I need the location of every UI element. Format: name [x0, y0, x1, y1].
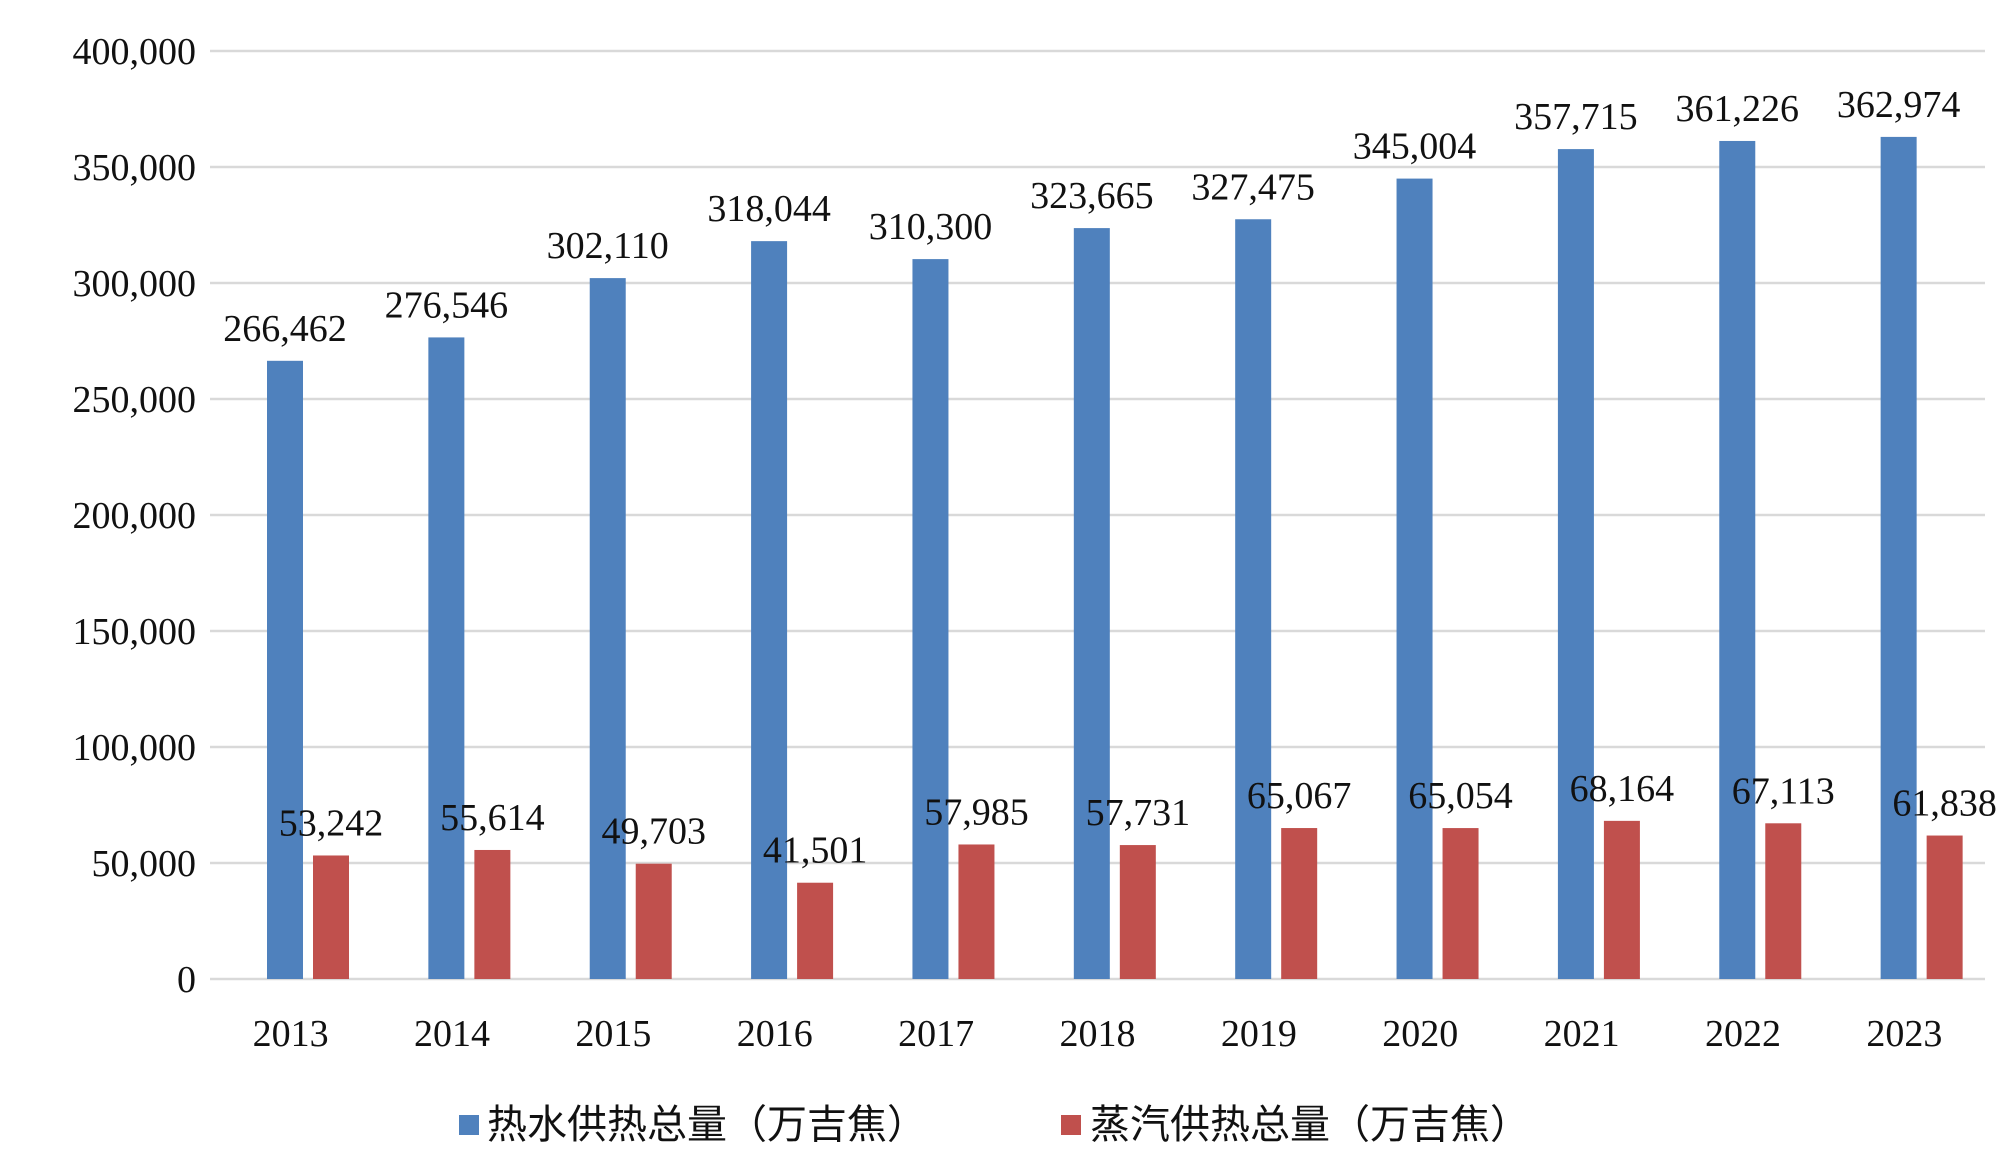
data-label-hot-water: 310,300: [869, 206, 993, 248]
bar-steam: [1603, 820, 1640, 979]
y-tick-label: 100,000: [73, 727, 197, 769]
y-tick-label: 50,000: [92, 843, 197, 885]
x-tick-label: 2015: [575, 1013, 651, 1055]
data-label-hot-water: 266,462: [223, 308, 347, 350]
bar-steam: [1765, 823, 1802, 979]
x-tick-label: 2013: [253, 1013, 329, 1055]
data-label-steam: 55,614: [440, 797, 545, 839]
y-tick-label: 150,000: [73, 611, 197, 653]
x-tick-label: 2017: [898, 1013, 974, 1055]
data-label-steam: 53,242: [279, 802, 384, 844]
bars: [267, 136, 1963, 980]
y-tick-label: 200,000: [73, 495, 197, 537]
legend-swatch-steam: [1061, 1115, 1081, 1135]
y-tick-label: 400,000: [73, 31, 197, 73]
x-tick-label: 2018: [1060, 1013, 1136, 1055]
bar-steam: [958, 844, 995, 979]
x-tick-label: 2016: [737, 1013, 813, 1055]
y-tick-label: 250,000: [73, 379, 197, 421]
y-tick-label: 300,000: [73, 263, 197, 305]
x-tick-label: 2022: [1705, 1013, 1781, 1055]
bar-hot-water: [1557, 149, 1594, 979]
bar-hot-water: [1719, 140, 1756, 979]
bar-hot-water: [589, 278, 626, 979]
bar-hot-water: [267, 360, 303, 979]
y-tick-label: 0: [177, 959, 196, 1001]
legend-swatch-hot-water: [459, 1115, 479, 1135]
bar-steam: [1281, 828, 1318, 979]
x-tick-label: 2019: [1221, 1013, 1297, 1055]
legend-label-hot-water: 热水供热总量（万吉焦）: [487, 1102, 927, 1148]
bar-hot-water: [1880, 136, 1917, 979]
bar-hot-water: [1073, 228, 1110, 980]
bar-steam: [313, 855, 349, 979]
bar-steam: [1926, 835, 1963, 979]
y-tick-label: 350,000: [73, 147, 197, 189]
data-label-steam: 61,838: [1892, 783, 1997, 825]
data-labels: 266,462 53,242 276,546 55,614 302,110 49,703 3…: [223, 84, 1997, 872]
legend-label-steam: 蒸汽供热总量（万吉焦）: [1090, 1102, 1530, 1148]
bar-steam: [1442, 828, 1479, 979]
data-label-hot-water: 302,110: [547, 225, 669, 267]
x-tick-label: 2014: [414, 1013, 490, 1055]
bar-hot-water: [912, 259, 949, 979]
bar-hot-water: [1235, 219, 1272, 979]
data-label-hot-water: 318,044: [707, 188, 831, 230]
data-label-hot-water: 361,226: [1676, 88, 1800, 130]
bar-hot-water: [1396, 178, 1433, 980]
y-axis-tick-labels: 0 50,000 100,000 150,000 200,000 250,000 300,0…: [73, 31, 197, 1001]
data-label-steam: 57,985: [924, 791, 1029, 833]
data-label-hot-water: 362,974: [1837, 84, 1961, 126]
data-label-hot-water: 323,665: [1030, 175, 1154, 217]
data-label-steam: 57,731: [1086, 792, 1191, 834]
data-label-hot-water: 345,004: [1353, 126, 1477, 168]
x-tick-label: 2023: [1866, 1013, 1942, 1055]
bar-hot-water: [751, 241, 788, 979]
data-label-steam: 67,113: [1732, 770, 1835, 812]
bar-steam: [474, 849, 511, 979]
data-label-steam: 65,067: [1247, 775, 1352, 817]
data-label-hot-water: 276,546: [385, 284, 509, 326]
data-label-steam: 65,054: [1408, 775, 1513, 817]
data-label-hot-water: 357,715: [1514, 96, 1638, 138]
bar-steam: [635, 863, 672, 979]
data-label-hot-water: 327,475: [1191, 166, 1315, 208]
x-tick-label: 2021: [1544, 1013, 1620, 1055]
bar-steam: [797, 882, 834, 979]
data-label-steam: 49,703: [601, 811, 706, 853]
data-label-steam: 41,501: [763, 830, 868, 872]
x-axis-tick-labels: 2013 2014 2015 2016 2017 2018 2019 2020 2021 2022…: [253, 1013, 1943, 1055]
bar-hot-water: [428, 337, 465, 979]
data-label-steam: 68,164: [1570, 768, 1675, 810]
legend: 热水供热总量（万吉焦） 蒸汽供热总量（万吉焦）: [459, 1102, 1530, 1148]
bar-steam: [1119, 845, 1156, 979]
x-tick-label: 2020: [1382, 1013, 1458, 1055]
